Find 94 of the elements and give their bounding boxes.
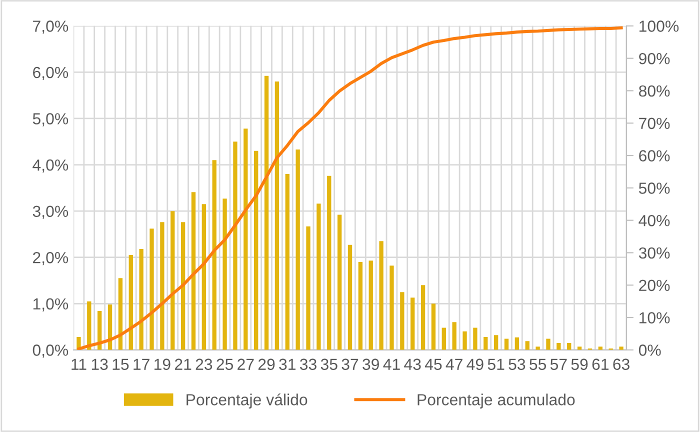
x-tick-label: 55	[530, 358, 546, 370]
y-tick-label: 1,0%	[33, 298, 68, 312]
y-tick-label: 3,0%	[32, 206, 68, 219]
bar	[546, 338, 550, 350]
bar	[619, 346, 624, 350]
y2-tick-label: 100%	[640, 20, 679, 32]
x-tick-label: 45	[424, 358, 442, 370]
bar	[368, 260, 373, 350]
bar	[348, 244, 352, 350]
bar	[222, 198, 227, 350]
bar	[536, 346, 540, 350]
bar	[494, 335, 498, 350]
y-tick-label: 7,0%	[33, 20, 68, 34]
bar	[306, 226, 310, 350]
x-tick-label: 33	[300, 358, 316, 370]
y2-tick-label: 0%	[638, 344, 661, 356]
x-tick-label: 31	[279, 358, 296, 370]
y2-tick-label: 50%	[638, 182, 670, 194]
y-tick-label: 5,0%	[32, 113, 68, 126]
bar	[431, 304, 436, 350]
x-tick-label: 15	[112, 358, 129, 370]
bar	[504, 338, 509, 350]
bar	[390, 266, 394, 350]
bar	[452, 322, 456, 350]
y2-tick-label: 90%	[639, 52, 670, 64]
bar	[274, 81, 280, 350]
line-series	[77, 26, 623, 350]
legend-label: Porcentaje válido	[186, 393, 308, 409]
y-tick-label: 0,0%	[32, 344, 68, 358]
x-tick-label: 11	[72, 358, 86, 370]
bar	[180, 222, 186, 350]
bar	[442, 328, 446, 350]
bar	[244, 128, 248, 350]
x-tick-label: 13	[92, 358, 108, 370]
x-tick-label: 23	[196, 358, 212, 370]
bar	[400, 292, 404, 350]
x-tick-label: 37	[342, 358, 358, 370]
bar	[410, 298, 415, 350]
y2-tick-label: 80%	[639, 85, 670, 97]
y2-tick-label: 20%	[639, 280, 670, 292]
bar	[462, 331, 467, 350]
x-tick-label: 57	[550, 358, 567, 370]
x-tick-label: 51	[488, 358, 504, 370]
bar	[525, 341, 530, 350]
x-tick-label: 47	[446, 358, 462, 370]
bar	[285, 174, 290, 350]
bar	[379, 241, 384, 350]
x-tick-label: 53	[508, 358, 526, 370]
bar	[170, 211, 175, 350]
bar	[567, 342, 572, 350]
x-tick-label: 21	[174, 358, 192, 370]
x-tick-label: 19	[154, 358, 170, 370]
x-tick-label: 39	[362, 358, 379, 370]
x-tick-label: 59	[571, 358, 588, 370]
x-tick-label: 35	[320, 358, 338, 370]
bar	[420, 285, 426, 350]
x-tick-label: 41	[383, 358, 400, 370]
bar	[556, 342, 561, 350]
bar	[358, 262, 363, 350]
bar	[191, 192, 196, 350]
bar	[327, 176, 332, 350]
y2-tick-label: 70%	[639, 118, 670, 130]
x-tick-label: 29	[258, 358, 275, 370]
bar	[264, 76, 269, 350]
bar	[150, 228, 154, 350]
bar	[254, 150, 258, 350]
bar	[337, 214, 342, 350]
y-tick-label: 4,0%	[32, 159, 68, 173]
bar	[514, 337, 520, 350]
y-tick-label: 2,0%	[33, 252, 68, 266]
x-tick-label: 17	[134, 358, 150, 370]
x-tick-label: 43	[404, 358, 421, 370]
y2-tick-label: 60%	[639, 150, 670, 162]
bar	[296, 150, 300, 350]
y-tick-label: 6,0%	[33, 66, 68, 80]
x-tick-label: 25	[216, 358, 234, 370]
y2-tick-label: 40%	[638, 214, 670, 226]
x-tick-label: 27	[238, 358, 254, 370]
bar	[128, 255, 133, 350]
bar	[212, 160, 216, 350]
bar	[316, 204, 321, 350]
bar	[473, 328, 478, 350]
bar	[118, 278, 123, 350]
x-tick-label: 61	[592, 358, 609, 370]
y2-tick-label: 10%	[640, 312, 670, 324]
bar	[202, 204, 206, 350]
bar	[139, 249, 144, 350]
legend-label: Porcentaje acumulado	[418, 394, 575, 409]
bar	[233, 142, 238, 350]
bar	[484, 336, 488, 350]
y2-tick-label: 30%	[638, 247, 670, 259]
x-tick-label: 63	[613, 358, 630, 370]
x-tick-label: 49	[466, 358, 484, 370]
bar	[160, 222, 164, 350]
